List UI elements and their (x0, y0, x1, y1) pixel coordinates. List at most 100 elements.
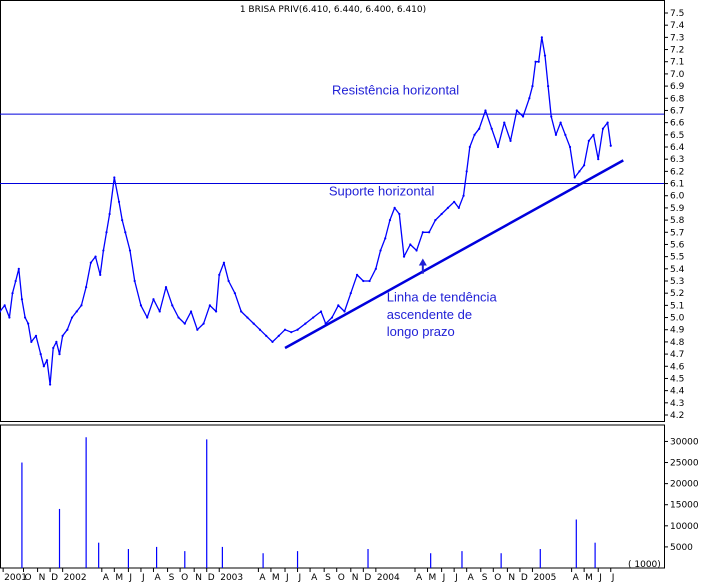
price-point (587, 139, 590, 143)
price-point (534, 60, 537, 63)
x-axis-label: M (429, 573, 437, 582)
price-point (45, 359, 49, 362)
price-point (543, 54, 547, 57)
x-axis-label: D (364, 573, 371, 582)
annotation-label: Resistência horizontal (332, 83, 459, 98)
x-axis-label: 2001 (4, 573, 27, 582)
price-axis-label: 6.9 (670, 82, 685, 92)
price-point (337, 304, 340, 307)
price-point (183, 322, 186, 325)
price-axis-label: 4.4 (670, 387, 685, 397)
price-point (550, 115, 553, 118)
price-point (601, 127, 605, 130)
price-point (39, 352, 42, 356)
price-axis-label: 5.7 (670, 228, 684, 238)
x-axis-label: A (103, 573, 110, 582)
price-axis-label: 4.9 (670, 326, 685, 336)
price-point (158, 310, 161, 313)
price-axis-label: 5.3 (670, 277, 684, 287)
annotation-label: Linha de tendência (387, 290, 498, 305)
price-point (177, 316, 180, 319)
price-point (484, 109, 487, 112)
price-point (468, 145, 471, 149)
volume-panel-frame (0, 424, 665, 569)
price-point (11, 292, 14, 295)
annotation-label: ascendente de (387, 307, 472, 322)
trendline-arrow-head (418, 258, 427, 266)
x-axis-label: 2002 (64, 573, 87, 582)
x-axis-label: J (611, 573, 615, 582)
price-axis-label: 5.4 (670, 265, 685, 275)
x-axis-label: J (285, 573, 289, 582)
price-point (583, 164, 586, 167)
price-point (3, 304, 6, 307)
x-axis-label: N (39, 573, 46, 582)
price-point (117, 200, 121, 203)
price-axis-label: 5.5 (670, 253, 684, 263)
price-point (27, 322, 30, 325)
price-point (465, 170, 468, 173)
price-point (61, 334, 64, 337)
price-point (215, 310, 218, 313)
price-axis-label: 6.3 (670, 155, 684, 165)
price-axis-label: 7.2 (670, 46, 684, 56)
price-axis-label: 4.5 (670, 374, 684, 384)
price-point (121, 218, 124, 222)
price-point (146, 316, 149, 319)
price-point (233, 292, 237, 295)
price-point (85, 285, 88, 289)
x-axis-label: M (115, 573, 123, 582)
price-point (171, 304, 174, 307)
x-axis-label: N (352, 573, 359, 582)
price-point (124, 231, 127, 234)
x-axis-label: J (141, 573, 145, 582)
price-point (164, 285, 168, 289)
price-point (113, 176, 116, 179)
price-point (368, 279, 371, 283)
price-point (75, 310, 78, 313)
volume-axis-label: 20000 (670, 480, 699, 490)
x-axis-label: D (521, 573, 528, 582)
price-point (8, 316, 11, 319)
price-point (324, 322, 327, 325)
price-point (540, 36, 543, 39)
price-axis-label: 6.1 (670, 180, 684, 190)
x-axis-label: A (154, 573, 161, 582)
price-point (559, 121, 562, 124)
price-point (139, 304, 143, 307)
price-point (609, 144, 612, 147)
price-axis-label: 6.0 (670, 192, 685, 202)
price-point (434, 218, 437, 222)
price-point (319, 310, 323, 313)
price-point (227, 279, 230, 283)
price-point (99, 273, 102, 277)
price-point (20, 298, 24, 301)
chart-title: 1 BRISA PRIV(6.410, 6.440, 6.400, 6.410) (240, 5, 426, 15)
price-point (94, 255, 97, 258)
volume-axis-label: 25000 (670, 459, 699, 469)
price-point (252, 322, 255, 325)
price-point (128, 249, 132, 252)
price-point (277, 334, 280, 337)
x-axis-label: N (195, 573, 202, 582)
price-point (457, 206, 460, 210)
x-axis-label: S (482, 573, 488, 582)
price-axis-label: 6.7 (670, 106, 684, 116)
price-point (362, 279, 365, 283)
price-point (290, 331, 293, 334)
x-axis-label: 2003 (220, 573, 243, 582)
volume-panel: 30000 25000 20000 15000 10000 5000 ( 1000) (0, 424, 699, 570)
price-point (415, 249, 418, 252)
x-axis-label: S (169, 573, 175, 582)
price-point (440, 212, 443, 216)
volume-axis-label: 10000 (670, 522, 699, 532)
price-point (42, 365, 45, 368)
price-point (531, 84, 534, 88)
price-axis-label: 4.3 (670, 399, 684, 409)
x-axis-label: A (468, 573, 475, 582)
x-axis-label: J (128, 573, 132, 582)
trendline (284, 159, 624, 350)
x-axis-label: D (51, 573, 58, 582)
